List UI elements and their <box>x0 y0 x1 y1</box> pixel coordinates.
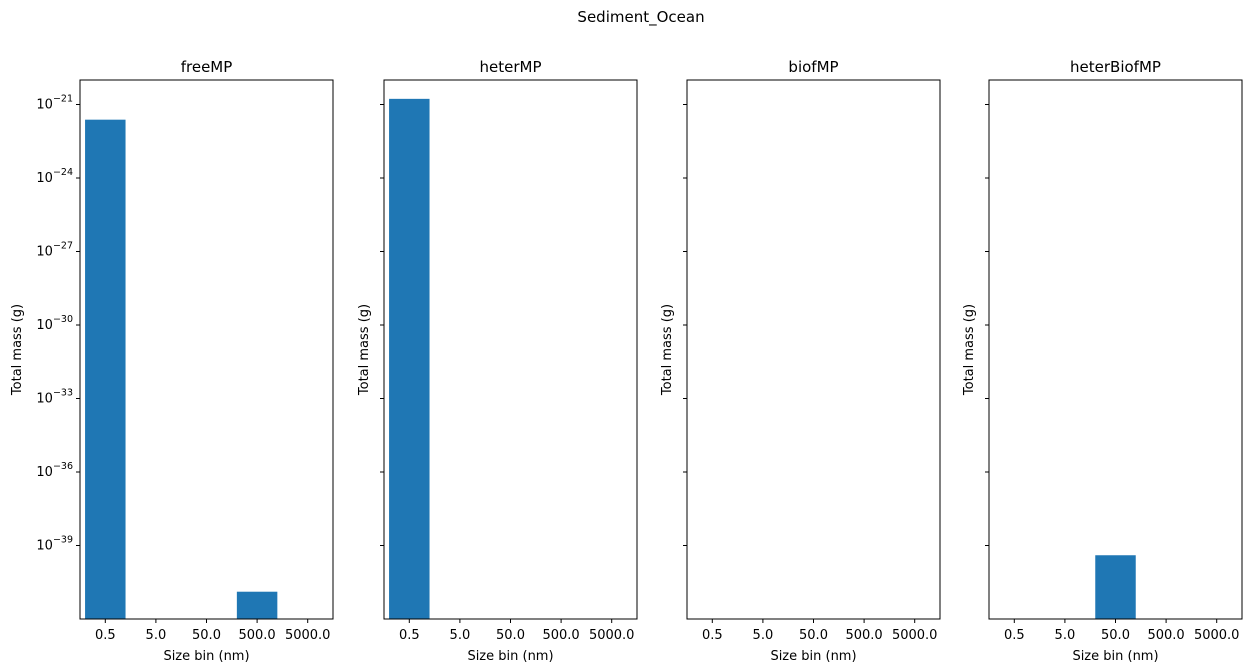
y-tick-label: 10−21 <box>36 94 73 113</box>
y-axis-label: Total mass (g) <box>962 304 977 396</box>
y-tick-label: 10−27 <box>36 241 73 260</box>
panel-title: heterBiofMP <box>1070 58 1161 76</box>
panel-heterMP: heterMP 0.5 5.0 50.0 500.0 5000.0 Size bin (nm… <box>357 58 638 664</box>
figure-suptitle: Sediment_Ocean <box>577 8 704 27</box>
y-axis-label: Total mass (g) <box>10 304 25 396</box>
panel-biofMP: biofMP 0.5 5.0 50.0 500.0 5000.0 Size bin (nm)… <box>660 58 941 664</box>
x-tick-label: 50.0 <box>1101 628 1130 643</box>
x-tick-label: 0.5 <box>702 628 723 643</box>
y-tick-label: 10−30 <box>36 314 73 333</box>
y-axis-label: Total mass (g) <box>660 304 675 396</box>
x-tick-label: 50.0 <box>192 628 221 643</box>
panel-title: heterMP <box>480 58 542 76</box>
x-axis-label: Size bin (nm) <box>770 649 856 664</box>
x-tick-label: 0.5 <box>399 628 420 643</box>
x-tick-label: 500.0 <box>1147 628 1184 643</box>
axes-frame <box>988 79 1243 620</box>
x-tick-label: 5.0 <box>753 628 774 643</box>
x-tick-label: 500.0 <box>845 628 882 643</box>
x-tick-label: 500.0 <box>238 628 275 643</box>
x-axis-label: Size bin (nm) <box>467 649 553 664</box>
panel-title: freeMP <box>181 58 233 76</box>
x-tick-label: 50.0 <box>799 628 828 643</box>
y-tick-label: 10−24 <box>36 167 73 186</box>
x-tick-label: 5.0 <box>146 628 167 643</box>
x-axis-label: Size bin (nm) <box>163 649 249 664</box>
x-tick-label: 5000.0 <box>589 628 635 643</box>
x-tick-label: 0.5 <box>95 628 116 643</box>
x-tick-label: 5000.0 <box>892 628 938 643</box>
panel-freeMP: freeMP 0.5 5.0 50.0 500.0 5000.0 Size bin (nm)… <box>10 58 334 664</box>
bar-heterMP-0.5 <box>389 98 430 620</box>
y-tick-label: 10−39 <box>36 535 73 554</box>
x-tick-label: 50.0 <box>496 628 525 643</box>
x-tick-label: 5000.0 <box>1194 628 1240 643</box>
y-tick-label: 10−33 <box>36 388 73 407</box>
x-tick-label: 5.0 <box>1055 628 1076 643</box>
bar-freeMP-500.0 <box>236 591 278 619</box>
panel-title: biofMP <box>788 58 838 76</box>
x-tick-label: 0.5 <box>1004 628 1025 643</box>
panel-heterBiofMP: heterBiofMP 0.5 5.0 50.0 500.0 5000.0 Size bin… <box>962 58 1243 664</box>
x-tick-label: 500.0 <box>542 628 579 643</box>
y-tick-label: 10−36 <box>36 461 73 480</box>
y-axis-label: Total mass (g) <box>357 304 372 396</box>
bar-heterBiofMP-50.0 <box>1095 555 1136 619</box>
axes-frame <box>686 79 941 620</box>
bar-freeMP-0.5 <box>85 119 126 620</box>
x-tick-label: 5000.0 <box>285 628 331 643</box>
x-tick-label: 5.0 <box>450 628 471 643</box>
x-axis-label: Size bin (nm) <box>1072 649 1158 664</box>
